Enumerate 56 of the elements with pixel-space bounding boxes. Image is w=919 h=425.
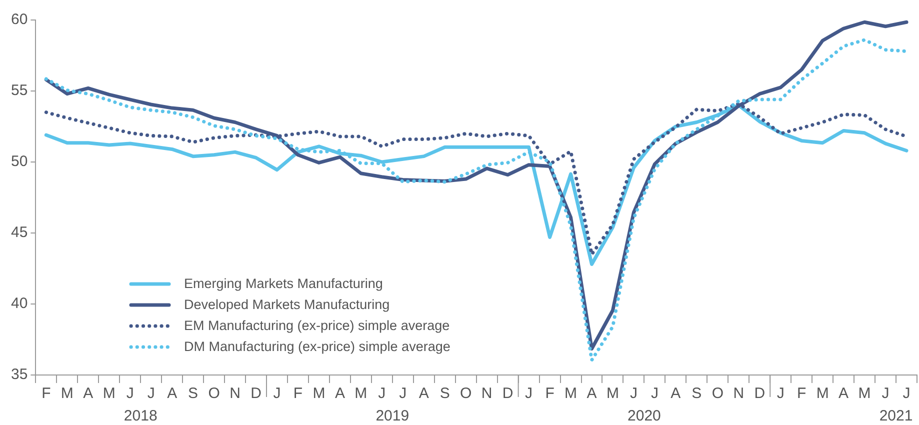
legend-label: Emerging Markets Manufacturing <box>184 275 383 293</box>
x-tick-label: M <box>102 385 116 402</box>
y-tick-label: 40 <box>10 295 28 312</box>
x-tick-label: S <box>692 385 702 402</box>
text: 2019 <box>376 408 410 425</box>
x-tick-label: O <box>208 385 220 402</box>
x-tick-label: J <box>902 385 910 402</box>
x-tick-label: A <box>670 385 681 402</box>
y-tick-label: 60 <box>10 11 28 28</box>
x-tick-label: N <box>230 385 240 402</box>
y-tick-label: 35 <box>10 366 28 384</box>
x-tick-label: D <box>250 385 262 402</box>
text: 2018 <box>124 408 158 425</box>
y-tick-label: 50 <box>10 153 28 170</box>
x-tick-label: M <box>564 385 578 402</box>
x-tick-label: A <box>83 385 94 402</box>
x-tick-label: J <box>650 385 658 402</box>
x-tick-label: J <box>525 385 533 402</box>
x-tick-label: J <box>776 385 784 402</box>
y-tick-label: 55 <box>10 82 28 100</box>
x-tick-label: F <box>42 385 51 402</box>
x-tick-label: M <box>60 385 74 402</box>
x-tick-label: J <box>147 385 155 402</box>
x-tick-label: S <box>440 385 450 402</box>
x-tick-label: M <box>354 385 368 402</box>
x-tick-label: D <box>502 385 514 402</box>
x-tick-label: F <box>545 385 554 402</box>
text: 2021 <box>879 408 913 425</box>
x-tick-label: A <box>418 385 429 402</box>
y-tick-label: 45 <box>10 224 28 242</box>
x-tick-label: J <box>399 385 407 402</box>
text: 2020 <box>628 408 661 425</box>
x-tick-label: A <box>334 385 345 402</box>
legend-label: EM Manufacturing (ex-price) simple average <box>184 317 450 335</box>
x-tick-label: N <box>481 385 492 402</box>
x-tick-label: J <box>882 385 890 402</box>
x-tick-label: O <box>712 385 724 402</box>
x-tick-label: M <box>858 385 871 402</box>
x-tick-label: D <box>754 385 766 402</box>
x-tick-label: J <box>126 385 134 402</box>
x-tick-label: F <box>797 385 806 402</box>
x-tick-label: J <box>630 385 638 402</box>
x-tick-label: M <box>312 385 326 402</box>
x-tick-label: A <box>586 385 597 402</box>
x-tick-label: O <box>460 385 472 402</box>
x-tick-label: S <box>188 385 198 402</box>
x-tick-label: F <box>293 385 303 402</box>
x-tick-label: M <box>606 385 619 402</box>
legend-label: DM Manufacturing (ex-price) simple average <box>184 338 450 356</box>
legend-label: Developed Markets Manufacturing <box>184 296 390 314</box>
x-tick-label: A <box>167 385 178 402</box>
x-tick-label: J <box>273 385 281 402</box>
x-tick-label: M <box>816 385 829 402</box>
x-tick-label: N <box>733 385 744 402</box>
x-tick-label: A <box>838 385 849 402</box>
x-tick-label: J <box>378 385 386 402</box>
